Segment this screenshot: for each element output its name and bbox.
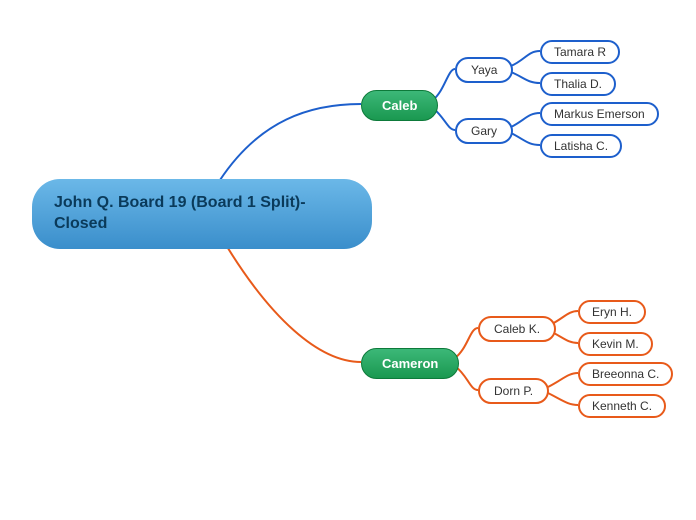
leaf-thalia[interactable]: Thalia D. — [540, 72, 616, 96]
root-label: John Q. Board 19 (Board 1 Split)-Closed — [54, 193, 350, 235]
leaf-label: Thalia D. — [554, 77, 602, 91]
leaf-label: Kevin M. — [592, 337, 639, 351]
leaf-kevin[interactable]: Kevin M. — [578, 332, 653, 356]
leaf-eryn[interactable]: Eryn H. — [578, 300, 646, 324]
hub-caleb[interactable]: Caleb — [361, 90, 438, 121]
mid-dornp[interactable]: Dorn P. — [478, 378, 549, 404]
mid-yaya[interactable]: Yaya — [455, 57, 513, 83]
mid-label: Gary — [471, 124, 497, 138]
mid-calebk[interactable]: Caleb K. — [478, 316, 556, 342]
leaf-kenneth[interactable]: Kenneth C. — [578, 394, 666, 418]
leaf-label: Eryn H. — [592, 305, 632, 319]
leaf-latisha[interactable]: Latisha C. — [540, 134, 622, 158]
leaf-label: Latisha C. — [554, 139, 608, 153]
hub-label: Cameron — [382, 356, 438, 371]
leaf-markus[interactable]: Markus Emerson — [540, 102, 659, 126]
hub-label: Caleb — [382, 98, 417, 113]
leaf-label: Tamara R — [554, 45, 606, 59]
mid-gary[interactable]: Gary — [455, 118, 513, 144]
root-node[interactable]: John Q. Board 19 (Board 1 Split)-Closed — [32, 179, 372, 249]
hub-cameron[interactable]: Cameron — [361, 348, 459, 379]
mid-label: Dorn P. — [494, 384, 533, 398]
leaf-tamara[interactable]: Tamara R — [540, 40, 620, 64]
leaf-label: Markus Emerson — [554, 107, 645, 121]
leaf-label: Kenneth C. — [592, 399, 652, 413]
leaf-breeonna[interactable]: Breeonna C. — [578, 362, 673, 386]
mid-label: Yaya — [471, 63, 497, 77]
mid-label: Caleb K. — [494, 322, 540, 336]
leaf-label: Breeonna C. — [592, 367, 659, 381]
